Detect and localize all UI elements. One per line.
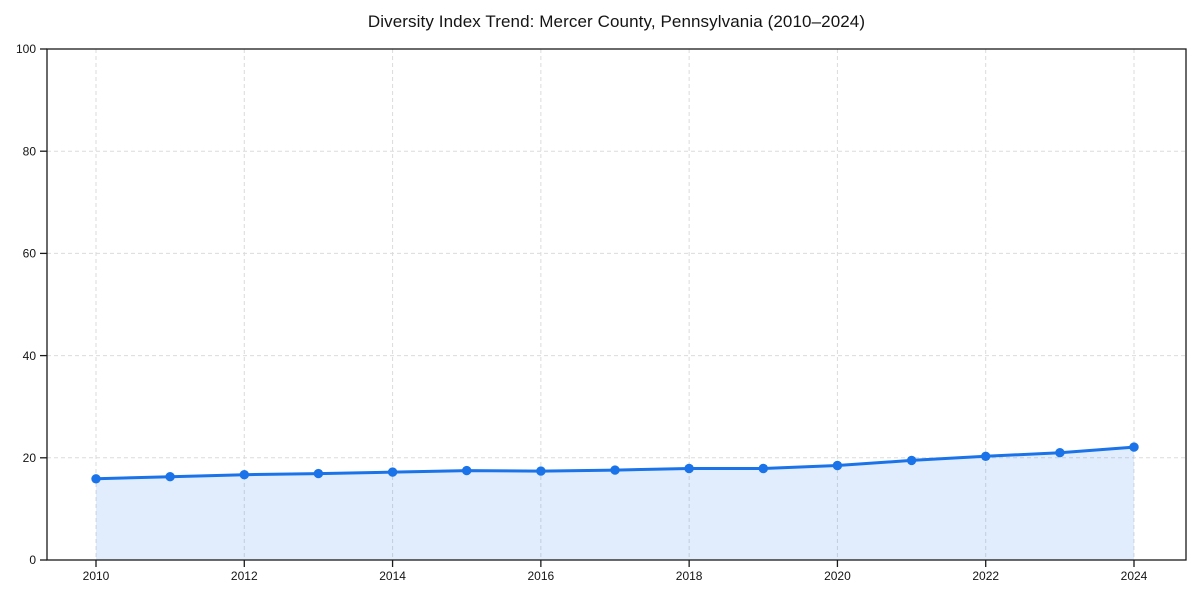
- data-point-2014: [387, 467, 398, 477]
- x-tick-label: 2024: [1121, 569, 1148, 583]
- data-point-2020: [832, 460, 843, 471]
- data-point-2019: [758, 463, 768, 474]
- chart-title: Diversity Index Trend: Mercer County, Pe…: [367, 12, 866, 31]
- y-tick-label: 20: [23, 451, 37, 465]
- data-point-2012: [239, 470, 249, 480]
- x-tick-label: 2018: [676, 569, 703, 583]
- data-point-2010: [91, 474, 101, 484]
- y-tick-label: 40: [23, 349, 37, 363]
- data-point-2016: [536, 466, 546, 476]
- y-tick-label: 80: [23, 144, 37, 158]
- y-tick-label: 60: [23, 247, 37, 261]
- x-tick-label: 2010: [83, 569, 110, 583]
- x-tick-label: 2016: [528, 569, 555, 583]
- y-tick-label: 100: [16, 42, 36, 56]
- data-point-2017: [610, 465, 620, 475]
- data-point-2011: [165, 472, 175, 482]
- data-point-2013: [313, 468, 324, 479]
- data-point-2018: [684, 463, 694, 474]
- data-point-2015: [462, 465, 472, 476]
- data-point-2022: [981, 451, 991, 461]
- x-tick-label: 2022: [972, 569, 999, 583]
- plot-border: [46, 48, 1187, 561]
- area-fill: [96, 447, 1134, 560]
- x-tick-label: 2014: [379, 569, 406, 583]
- data-point-2024: [1129, 442, 1139, 452]
- data-point-2023: [1055, 448, 1065, 458]
- x-tick-label: 2012: [231, 569, 258, 583]
- x-tick-label: 2020: [824, 569, 851, 583]
- data-point-2021: [906, 455, 917, 466]
- y-tick-label: 0: [29, 553, 36, 567]
